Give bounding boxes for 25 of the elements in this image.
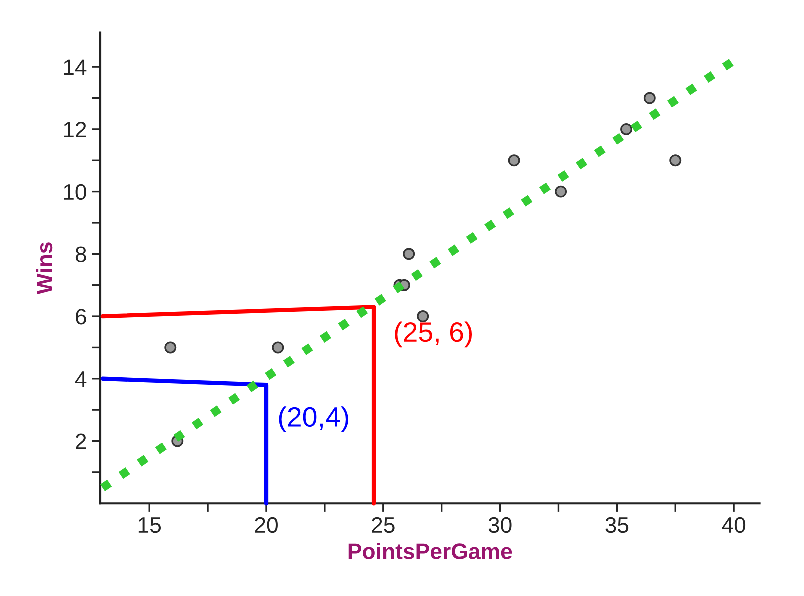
y-tick-label: 12 xyxy=(64,122,86,138)
x-tick-label: 25 xyxy=(372,517,395,534)
x-tick-label: 30 xyxy=(488,517,512,534)
y-tick-label: 8 xyxy=(76,246,86,262)
annotation: (20,4) xyxy=(279,406,348,433)
y-tick-label: 6 xyxy=(76,309,86,325)
y-tick-label: 14 xyxy=(64,60,87,76)
y-axis-title: Wins xyxy=(36,242,53,295)
point xyxy=(644,92,656,104)
y-tick-label: 4 xyxy=(75,372,87,387)
y-tick-label: 10 xyxy=(64,184,86,200)
x-tick-label: 40 xyxy=(722,517,746,534)
point xyxy=(670,154,682,167)
point xyxy=(508,154,520,167)
point xyxy=(272,342,284,354)
x-tick-label: 20 xyxy=(255,517,278,534)
y-tick-label: 2 xyxy=(76,434,86,450)
x-tick-label: 15 xyxy=(138,518,162,534)
point xyxy=(164,342,177,354)
annotation: (25, 6) xyxy=(395,322,472,348)
point xyxy=(403,248,416,260)
point xyxy=(620,123,633,136)
x-tick-label: 35 xyxy=(606,517,629,534)
point xyxy=(555,186,568,198)
x-axis-title: PointsPerGame xyxy=(348,543,512,560)
